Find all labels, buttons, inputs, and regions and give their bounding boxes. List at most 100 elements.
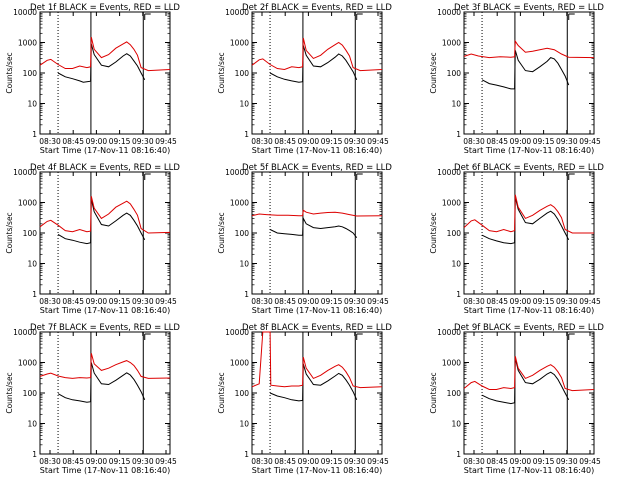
x-tick-label: 09:30 <box>344 297 366 306</box>
y-tick-label: 1 <box>244 290 249 299</box>
x-axis-label: Start Time (17-Nov-11 08:16:40) <box>40 306 170 315</box>
chart-title: Det 9f BLACK = Events, RED = LLD <box>454 323 604 333</box>
y-tick-label: 1000 <box>18 199 37 208</box>
chart-panel: Det 8f BLACK = Events, RED = LLD 1 10 100 10… <box>217 323 392 475</box>
y-tick-label: 1 <box>32 290 37 299</box>
events-series-line <box>481 196 570 245</box>
x-tick-label: 08:30 <box>251 457 273 466</box>
chart-title: Det 2f BLACK = Events, RED = LLD <box>242 3 392 13</box>
y-tick-label: 10 <box>27 260 37 269</box>
x-tick-label: 08:45 <box>274 137 296 146</box>
x-axis-label: Start Time (17-Nov-11 08:16:40) <box>252 146 382 155</box>
x-tick-label: 08:45 <box>486 297 508 306</box>
x-tick-label: 08:30 <box>463 457 485 466</box>
x-tick-label: 08:30 <box>39 137 61 146</box>
x-tick-label: 09:30 <box>132 137 154 146</box>
y-tick-label: 100 <box>235 69 250 78</box>
x-tick-label: 09:00 <box>298 297 320 306</box>
y-axis-label: Counts/sec <box>429 372 438 413</box>
chart-title: Det 6f BLACK = Events, RED = LLD <box>454 163 604 173</box>
y-tick-label: 100 <box>23 229 38 238</box>
plot-frame <box>463 331 595 455</box>
chart-panel: Det 1f BLACK = Events, RED = LLD 1 10 100 10… <box>5 3 180 155</box>
x-tick-label: 08:45 <box>486 457 508 466</box>
y-tick-label: 10 <box>239 420 249 429</box>
x-tick-label: 09:15 <box>321 457 343 466</box>
x-tick-label: 09:00 <box>510 457 532 466</box>
y-tick-label: 10000 <box>437 8 461 17</box>
y-tick-label: 10000 <box>13 8 37 17</box>
y-tick-label: 100 <box>447 229 462 238</box>
y-tick-label: 1 <box>32 450 37 459</box>
plot-frame <box>251 11 383 135</box>
y-tick-label: 100 <box>447 389 462 398</box>
interval-bracket <box>144 173 151 180</box>
x-tick-label: 09:00 <box>86 457 108 466</box>
chart-title: Det 8f BLACK = Events, RED = LLD <box>242 323 392 333</box>
y-axis-label: Counts/sec <box>5 212 14 253</box>
y-tick-label: 100 <box>447 69 462 78</box>
x-tick-label: 09:45 <box>367 297 389 306</box>
events-series-line <box>57 198 146 245</box>
x-tick-label: 09:45 <box>155 297 177 306</box>
plot-frame <box>251 171 383 295</box>
x-tick-label: 09:15 <box>533 137 555 146</box>
interval-bracket <box>144 333 151 340</box>
lld-series-line <box>463 356 595 392</box>
lld-series-line <box>39 36 171 72</box>
y-tick-label: 10000 <box>225 8 249 17</box>
x-tick-label: 09:00 <box>298 137 320 146</box>
y-tick-label: 10 <box>239 260 249 269</box>
x-tick-label: 09:15 <box>321 137 343 146</box>
interval-bracket <box>144 13 151 20</box>
plot-frame <box>463 11 595 135</box>
y-axis-label: Counts/sec <box>217 372 226 413</box>
y-tick-label: 1 <box>456 450 461 459</box>
lld-series-line <box>463 39 595 59</box>
x-tick-label: 08:30 <box>463 297 485 306</box>
chart-panel: Det 7f BLACK = Events, RED = LLD 1 10 100 10… <box>5 323 180 475</box>
y-tick-label: 10000 <box>13 328 37 337</box>
x-axis-label: Start Time (17-Nov-11 08:16:40) <box>252 466 382 475</box>
x-tick-label: 08:45 <box>486 137 508 146</box>
x-tick-label: 09:00 <box>86 297 108 306</box>
lld-series-line <box>251 209 383 217</box>
x-tick-label: 08:30 <box>39 457 61 466</box>
x-tick-label: 08:30 <box>251 137 273 146</box>
y-tick-label: 10 <box>451 100 461 109</box>
y-tick-label: 10000 <box>225 328 249 337</box>
y-tick-label: 1 <box>456 130 461 139</box>
x-tick-label: 08:45 <box>62 137 84 146</box>
plot-frame <box>39 331 171 455</box>
y-tick-label: 10 <box>27 420 37 429</box>
y-tick-label: 1000 <box>18 39 37 48</box>
lld-series-line <box>39 353 171 379</box>
y-tick-label: 10000 <box>13 168 37 177</box>
events-series-line <box>481 50 570 90</box>
interval-bracket <box>568 13 575 20</box>
x-tick-label: 09:45 <box>579 297 601 306</box>
chart-title: Det 4f BLACK = Events, RED = LLD <box>30 163 180 173</box>
x-axis-label: Start Time (17-Nov-11 08:16:40) <box>252 306 382 315</box>
x-axis-label: Start Time (17-Nov-11 08:16:40) <box>464 466 594 475</box>
chart-panel: Det 4f BLACK = Events, RED = LLD 1 10 100 10… <box>5 163 180 315</box>
y-tick-label: 10000 <box>225 168 249 177</box>
chart-panel: Det 5f BLACK = Events, RED = LLD 1 10 100 10… <box>217 163 392 315</box>
x-tick-label: 09:00 <box>510 297 532 306</box>
chart-panel: Det 2f BLACK = Events, RED = LLD 1 10 100 10… <box>217 3 392 155</box>
y-tick-label: 1000 <box>442 39 461 48</box>
y-tick-label: 100 <box>235 229 250 238</box>
interval-bracket <box>356 333 363 340</box>
x-tick-label: 09:45 <box>367 137 389 146</box>
x-tick-label: 09:00 <box>86 137 108 146</box>
y-tick-label: 1 <box>32 130 37 139</box>
y-axis-label: Counts/sec <box>5 52 14 93</box>
x-tick-label: 08:45 <box>274 297 296 306</box>
x-tick-label: 09:30 <box>344 137 366 146</box>
x-axis-label: Start Time (17-Nov-11 08:16:40) <box>464 306 594 315</box>
lld-series-line <box>251 331 383 389</box>
events-series-line <box>269 363 358 402</box>
y-tick-label: 1000 <box>442 199 461 208</box>
